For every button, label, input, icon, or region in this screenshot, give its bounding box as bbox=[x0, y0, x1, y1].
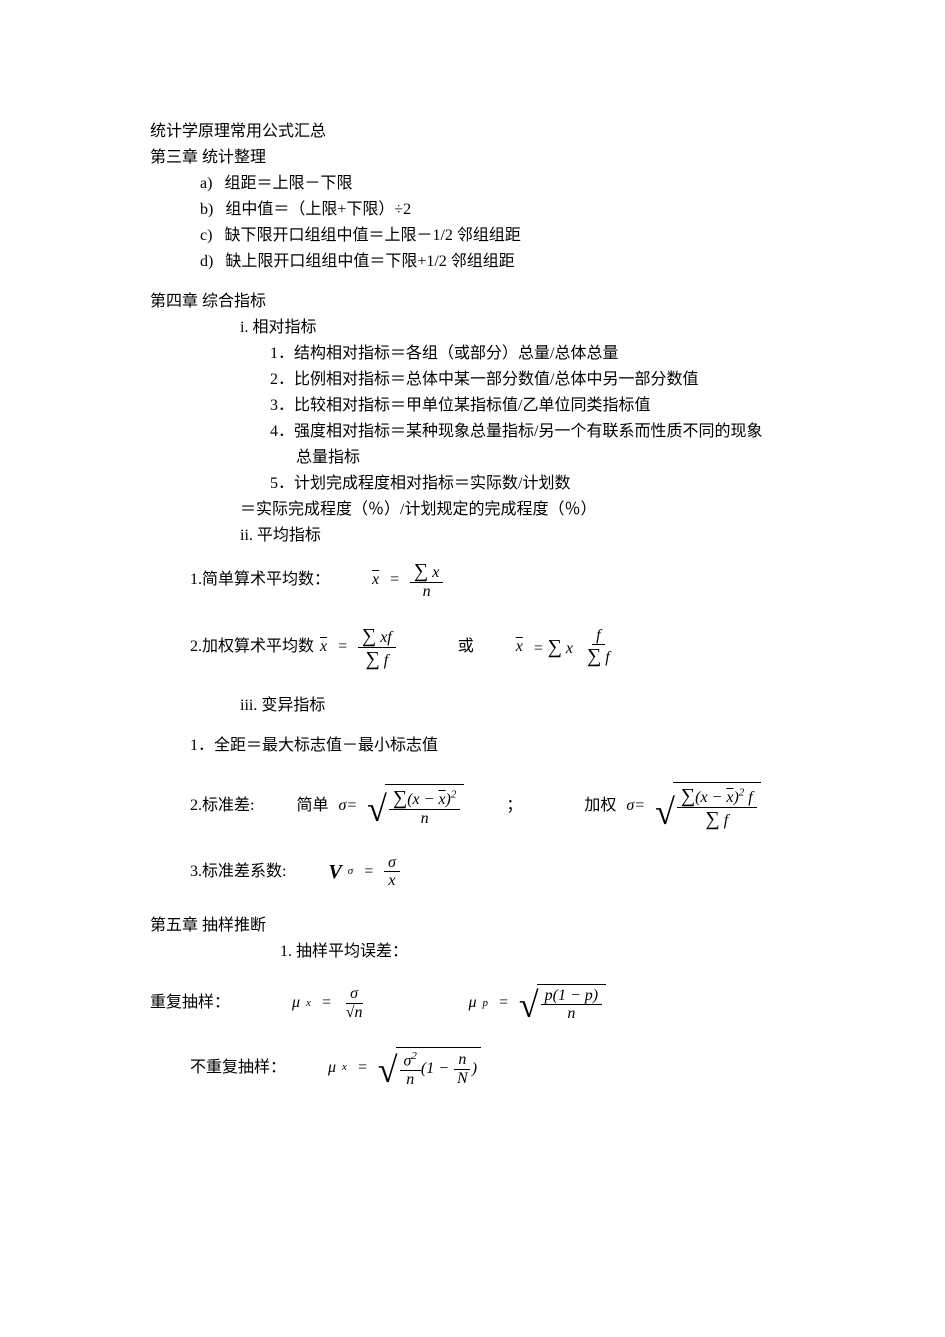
norepeat-label: 不重复抽样： bbox=[190, 1056, 286, 1080]
sqrt-fpc: √ σ2 n (1 − n N ) bbox=[378, 1047, 481, 1089]
ch4-i-4a: 4．强度相对指标＝某种现象总量指标/另一个有联系而性质不同的现象 bbox=[150, 420, 795, 444]
ch4-sec-iii-label: iii. 变异指标 bbox=[150, 694, 795, 718]
simple-label: 简单 bbox=[296, 794, 328, 818]
ch3-item-c: c) 缺下限开口组组中值＝上限－1/2 邻组组距 bbox=[150, 224, 795, 248]
ch3-d-text: 缺上限开口组组中值＝下限+1/2 邻组组距 bbox=[225, 253, 514, 270]
ch4-iii-formula3: 3.标准差系数: Vσ = σ x bbox=[190, 854, 795, 890]
ch4-i-1-text: 结构相对指标＝各组（或部分）总量/总体总量 bbox=[294, 345, 618, 362]
ch3-a-text: 组距＝上限－下限 bbox=[224, 175, 352, 192]
sqrt-p1p-over-n: √ p(1 − p) n bbox=[519, 984, 606, 1023]
ch3-item-a: a) 组距＝上限－下限 bbox=[150, 172, 795, 196]
ch4-i-2-text: 比例相对指标＝总体中某一部分数值/总体中另一部分数值 bbox=[294, 371, 698, 388]
ch3-c-text: 缺下限开口组组中值＝上限－1/2 邻组组距 bbox=[224, 227, 520, 244]
frac-sigma-over-rootn: σ √n bbox=[342, 985, 367, 1021]
frac-f-over-sumf: f ∑ f bbox=[583, 627, 614, 668]
frac-sumxf-over-sumf: ∑ xf ∑ f bbox=[358, 625, 396, 670]
ch3-b-text: 组中值＝（上限+下限）÷2 bbox=[225, 201, 411, 218]
semicolon: ； bbox=[506, 794, 522, 818]
ch5-norepeat-line: 不重复抽样： μx = √ σ2 n (1 − n N ) bbox=[190, 1047, 795, 1089]
chapter5-heading: 第五章 抽样推断 bbox=[150, 914, 795, 938]
sqrt-simple-sd: √ ∑(x − x)2 n bbox=[367, 784, 464, 828]
ch4-ii-formula2: 2.加权算术平均数 x = ∑ xf ∑ f 或 x = ∑ x f ∑ f bbox=[190, 625, 795, 670]
frac-sumx-over-n: ∑ x n bbox=[410, 560, 443, 601]
ch4-sec-i-label: i. 相对指标 bbox=[150, 316, 795, 340]
sqrt-weighted-sd: √ ∑(x − x)2 f ∑ f bbox=[655, 782, 761, 830]
ch4-iii-f2-label: 2.标准差: bbox=[190, 794, 254, 818]
ch4-i-3: 3．比较相对指标＝甲单位某指标值/乙单位同类指标值 bbox=[150, 394, 795, 418]
ch4-ii-f1-label: 1.简单算术平均数： bbox=[190, 568, 330, 592]
ch4-iii-f1: 1．全距＝最大标志值－最小标志值 bbox=[150, 734, 795, 758]
document-title: 统计学原理常用公式汇总 bbox=[150, 120, 795, 144]
frac-sigma-over-xbar: σ x bbox=[384, 854, 400, 890]
chapter3-heading: 第三章 统计整理 bbox=[150, 146, 795, 170]
ch4-i-4a-text: 强度相对指标＝某种现象总量指标/另一个有联系而性质不同的现象 bbox=[294, 423, 762, 440]
ch4-i-1: 1．结构相对指标＝各组（或部分）总量/总体总量 bbox=[150, 342, 795, 366]
ch4-iii-f3-label: 3.标准差系数: bbox=[190, 860, 286, 884]
chapter4-heading: 第四章 综合指标 bbox=[150, 290, 795, 314]
weighted-label: 加权 bbox=[584, 794, 616, 818]
ch4-sec-ii-label: ii. 平均指标 bbox=[150, 524, 795, 548]
ch4-iii-formula2: 2.标准差: 简单 σ= √ ∑(x − x)2 n ； 加权 σ= √ ∑(x… bbox=[190, 782, 795, 830]
ch3-item-d: d) 缺上限开口组组中值＝下限+1/2 邻组组距 bbox=[150, 250, 795, 274]
repeat-label: 重复抽样： bbox=[150, 991, 230, 1015]
ch5-item1: 1. 抽样平均误差： bbox=[150, 940, 795, 964]
ch4-ii-f2-label: 2.加权算术平均数 bbox=[190, 635, 314, 659]
or-text: 或 bbox=[458, 635, 474, 659]
ch4-i-4b: 总量指标 bbox=[150, 446, 795, 470]
ch4-i-3-text: 比较相对指标＝甲单位某指标值/乙单位同类指标值 bbox=[294, 397, 650, 414]
ch4-ii-formula1: 1.简单算术平均数： x = ∑ x n bbox=[190, 560, 795, 601]
ch4-i-2: 2．比例相对指标＝总体中某一部分数值/总体中另一部分数值 bbox=[150, 368, 795, 392]
ch4-i-5-text: 计划完成程度相对指标＝实际数/计划数 bbox=[294, 475, 570, 492]
ch5-repeat-line: 重复抽样： μx = σ √n μp = √ p(1 − p) n bbox=[150, 984, 795, 1023]
ch3-item-b: b) 组中值＝（上限+下限）÷2 bbox=[150, 198, 795, 222]
ch4-i-5: 5．计划完成程度相对指标＝实际数/计划数 bbox=[150, 472, 795, 496]
ch4-i-tail: ＝实际完成程度（％）/计划规定的完成程度（％） bbox=[150, 498, 795, 522]
